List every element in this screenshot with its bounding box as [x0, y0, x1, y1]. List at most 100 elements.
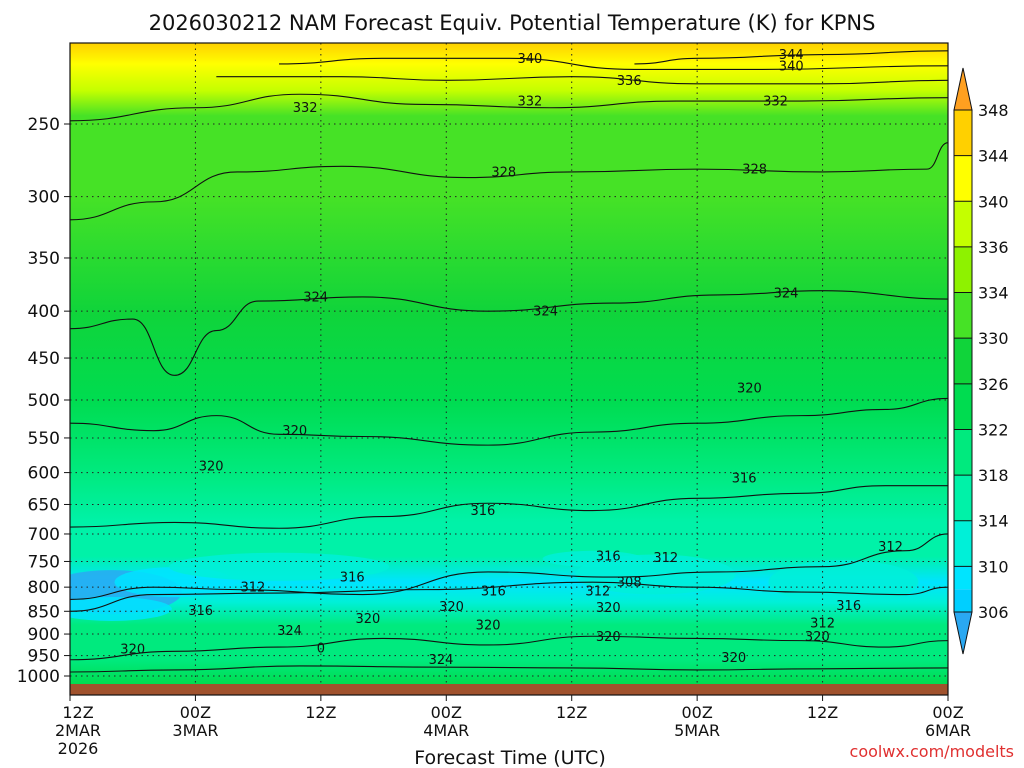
- colorbar-label: 326: [978, 375, 1009, 394]
- contour-label: 320: [439, 600, 464, 615]
- contour-lines: [70, 50, 948, 673]
- contour-label: 316: [836, 599, 861, 614]
- contour-label: 328: [491, 165, 516, 180]
- contour-label: 316: [732, 471, 757, 486]
- y-tick-label: 850: [28, 602, 60, 622]
- contour-label: 320: [199, 459, 224, 474]
- y-tick-label: 950: [28, 647, 60, 667]
- x-tick-label: 4MAR: [423, 721, 469, 740]
- contour-label: 320: [805, 630, 830, 645]
- contour-328: [70, 142, 948, 221]
- contour-label: 320: [282, 424, 307, 439]
- colorbar-swatch: [954, 292, 972, 339]
- contour-308: [70, 581, 948, 612]
- contour-label: 0: [317, 641, 325, 656]
- x-tick-label: 3MAR: [172, 721, 218, 740]
- contour-340: [279, 57, 948, 71]
- contour-label: 320: [721, 651, 746, 666]
- field-bands: [70, 550, 919, 621]
- contour-332: [70, 93, 948, 122]
- plot-frame: [69, 42, 949, 696]
- contour-312: [70, 533, 948, 600]
- colorbar-label: 344: [978, 147, 1009, 166]
- colorbar-swatch: [954, 520, 972, 567]
- contour-316: [70, 485, 948, 529]
- colorbar-swatch: [954, 475, 972, 521]
- contour-324: [70, 290, 948, 376]
- colorbar-label: 306: [978, 603, 1009, 622]
- y-tick-label: 800: [28, 578, 60, 598]
- contour-label: 312: [810, 616, 835, 631]
- y-tick-label: 350: [28, 249, 60, 269]
- cool-pocket: [70, 596, 172, 621]
- colorbar-arrow-bottom: [953, 611, 973, 655]
- x-tick-label: 12Z: [305, 703, 336, 722]
- y-tick-label: 500: [28, 391, 60, 411]
- x-tick-label: 2MAR: [55, 721, 101, 740]
- contour-label: 336: [617, 74, 642, 89]
- contour-label: 316: [481, 585, 506, 600]
- cool-pocket: [542, 550, 643, 567]
- x-tick-label: 6MAR: [925, 721, 971, 740]
- y-tick-label: 1000: [17, 667, 60, 687]
- chart-title: 2026030212 NAM Forecast Equiv. Potential…: [149, 11, 876, 35]
- contour-label: 332: [293, 101, 318, 116]
- x-tick-label: 12Z: [807, 703, 838, 722]
- contour-label: 324: [533, 305, 558, 320]
- colorbar-label: 330: [978, 329, 1009, 348]
- colorbar: 306 310 314 318 322 326 330 334 336 340 344 348: [953, 67, 1009, 655]
- y-tick-label: 250: [28, 115, 60, 135]
- contour-label: 332: [763, 95, 788, 110]
- x-axis-label: Forecast Time (UTC): [414, 747, 605, 768]
- x-tick-label: 5MAR: [674, 721, 720, 740]
- contour-label: 320: [120, 643, 145, 658]
- colorbar-label: 348: [978, 101, 1009, 120]
- colorbar-swatch: [954, 589, 972, 612]
- contour-label: 340: [779, 59, 804, 74]
- contour-label: 324: [277, 624, 302, 639]
- contour-label: 344: [779, 48, 804, 63]
- colorbar-swatch: [954, 201, 972, 247]
- contour-label: 320: [355, 612, 380, 627]
- y-tick-label: 450: [28, 349, 60, 369]
- contour-label: 320: [596, 630, 621, 645]
- contour-label: 316: [470, 504, 495, 519]
- y-tick-label: 650: [28, 495, 60, 515]
- gridlines: [70, 43, 948, 695]
- contour-324: [70, 665, 948, 673]
- colorbar-swatch: [954, 338, 972, 384]
- ground-strip: [70, 684, 948, 695]
- colorbar-swatch: [954, 110, 972, 156]
- colorbar-arrow-top: [953, 67, 973, 111]
- colorbar-swatch: [954, 246, 972, 293]
- x-tick-label: 00Z: [431, 703, 462, 722]
- contour-label: 316: [596, 550, 621, 565]
- y-tick-label: 550: [28, 429, 60, 449]
- contour-label: 320: [476, 619, 501, 634]
- contour-336: [216, 76, 948, 85]
- y-tick-label: 900: [28, 625, 60, 645]
- y-tick-label: 750: [28, 552, 60, 572]
- contour-label: 320: [737, 381, 762, 396]
- contour-320: [70, 635, 948, 661]
- x-tick-label: 2026: [58, 739, 99, 758]
- contour-label: 328: [742, 163, 767, 178]
- contour-label: 332: [517, 95, 542, 110]
- contour-label: 324: [303, 290, 328, 305]
- colorbar-label: 318: [978, 466, 1009, 485]
- x-tick-label: 12Z: [556, 703, 587, 722]
- x-tick-label: 00Z: [681, 703, 712, 722]
- contour-label: 312: [585, 585, 610, 600]
- colorbar-label: 310: [978, 557, 1009, 576]
- y-tick-label: 400: [28, 302, 60, 322]
- credit-text: coolwx.com/modelts: [850, 742, 1014, 761]
- cool-pocket: [169, 552, 390, 581]
- colorbar-label: 340: [978, 192, 1009, 211]
- contour-label: 308: [617, 576, 642, 591]
- contour-label: 316: [340, 571, 365, 586]
- contour-label: 320: [596, 601, 621, 616]
- contour-320: [70, 397, 948, 446]
